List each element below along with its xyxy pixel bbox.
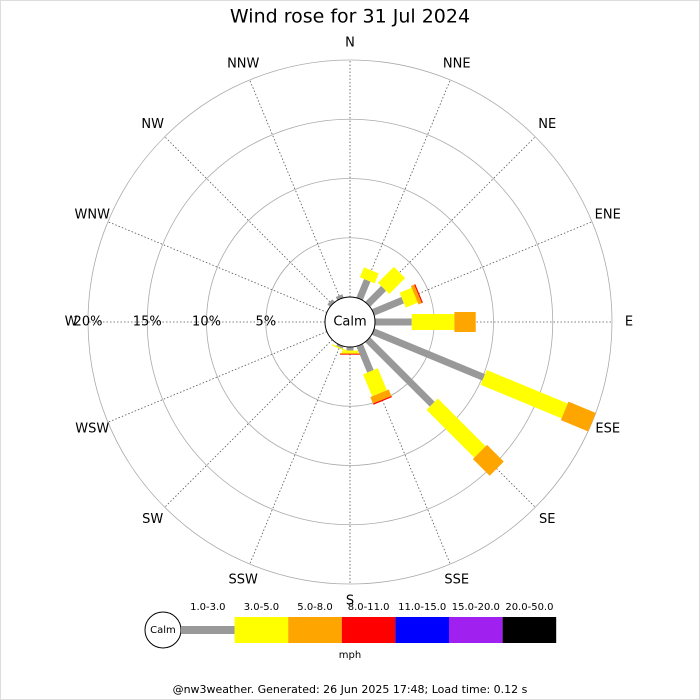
- direction-label: NNE: [443, 57, 471, 72]
- spoke: [249, 79, 341, 300]
- direction-label: N: [345, 36, 355, 51]
- wind-bar: [560, 401, 596, 432]
- wind-bar: [356, 343, 374, 373]
- legend-swatch: [181, 626, 235, 634]
- grid-ring: [206, 178, 494, 466]
- spoke: [164, 339, 333, 508]
- wind-bar: [335, 294, 344, 301]
- wind-bar: [472, 444, 504, 476]
- direction-label: W: [65, 315, 78, 330]
- spoke: [249, 344, 341, 565]
- wind-bar: [410, 284, 422, 305]
- wind-bar: [370, 389, 392, 404]
- direction-label: SSW: [229, 572, 259, 587]
- legend-unit: mph: [339, 650, 361, 661]
- wind-bar: [371, 296, 404, 316]
- footer: @nw3weather. Generated: 26 Jun 2025 17:4…: [173, 683, 528, 696]
- direction-label: ENE: [595, 208, 621, 223]
- legend-label: 20.0-50.0: [505, 602, 553, 613]
- legend-label: 3.0-5.0: [244, 602, 279, 613]
- wind-bar: [363, 368, 387, 397]
- spoke: [359, 79, 451, 300]
- calm-label: Calm: [333, 315, 366, 330]
- wind-bar: [365, 285, 387, 307]
- direction-label: SW: [142, 512, 163, 527]
- legend-swatch: [234, 617, 289, 643]
- direction-label: ESE: [595, 421, 620, 436]
- spoke: [107, 221, 328, 313]
- legend-swatch: [341, 617, 396, 643]
- legend-label: 1.0-3.0: [190, 602, 225, 613]
- calm-circle: [324, 296, 376, 348]
- grid-ring: [146, 118, 554, 526]
- wind-bar: [426, 398, 486, 458]
- legend-swatch: [288, 617, 342, 643]
- spoke: [164, 136, 333, 305]
- legend-label: 8.0-11.0: [348, 602, 390, 613]
- legend-calm-label: Calm: [150, 625, 176, 636]
- wind-bar: [356, 278, 371, 301]
- direction-label: WNW: [75, 208, 111, 223]
- legend-label: 11.0-15.0: [398, 602, 446, 613]
- wind-bar: [359, 267, 379, 284]
- wind-bar: [480, 369, 568, 419]
- r-tick-label: 20%: [74, 315, 103, 330]
- wind-bar: [399, 287, 418, 308]
- direction-label: E: [625, 315, 633, 330]
- direction-label: SSE: [444, 572, 469, 587]
- grid-ring: [87, 59, 613, 585]
- r-tick-label: 5%: [255, 315, 276, 330]
- direction-label: NE: [538, 117, 556, 132]
- legend-swatch: [449, 617, 503, 643]
- chart-title: Wind rose for 31 Jul 2024: [230, 6, 470, 28]
- legend-label: 5.0-8.0: [297, 602, 332, 613]
- legend-label: 15.0-20.0: [452, 602, 500, 613]
- spoke: [107, 331, 328, 423]
- r-tick-label: 15%: [133, 315, 162, 330]
- legend-swatch: [502, 617, 557, 643]
- wind-bar: [327, 299, 335, 307]
- wind-bar: [365, 337, 435, 407]
- r-tick-label: 10%: [192, 315, 221, 330]
- legend-swatch: [395, 617, 449, 643]
- direction-label: WSW: [75, 421, 109, 436]
- wind-bar: [377, 266, 406, 295]
- direction-label: NW: [141, 117, 164, 132]
- direction-label: SE: [539, 512, 555, 527]
- wind-bar: [371, 328, 486, 381]
- direction-label: S: [346, 594, 354, 609]
- direction-label: NNW: [227, 57, 259, 72]
